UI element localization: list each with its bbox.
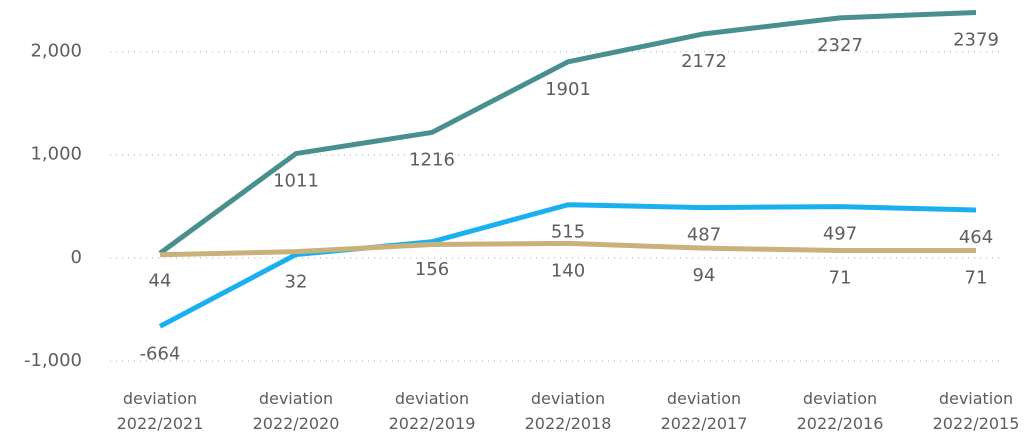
series-line <box>158 9 977 256</box>
data-label: 464 <box>959 227 993 248</box>
data-label: 515 <box>551 222 585 243</box>
series-line <box>159 240 976 258</box>
data-label: 1011 <box>273 171 319 192</box>
x-tick-label: deviation 2022/2019 <box>388 389 476 433</box>
x-tick-label: deviation 2022/2018 <box>524 389 612 433</box>
data-label: 2327 <box>817 35 863 56</box>
y-tick-label: -1,000 <box>24 350 82 371</box>
data-label: 44 <box>149 270 172 291</box>
x-tick-label: deviation 2022/2017 <box>660 389 748 433</box>
x-tick-label: deviation 2022/2021 <box>116 389 204 433</box>
data-label: 2172 <box>681 51 727 72</box>
data-label: 94 <box>693 265 716 286</box>
x-tick-label: deviation 2022/2015 <box>932 389 1020 433</box>
x-tick-label: deviation 2022/2020 <box>252 389 340 433</box>
data-label: -664 <box>140 343 181 364</box>
data-label: 71 <box>965 268 988 289</box>
y-tick-label: 2,000 <box>30 41 82 62</box>
data-label: 2379 <box>953 29 999 50</box>
data-label: 32 <box>285 272 308 293</box>
data-label: 1901 <box>545 79 591 100</box>
series-line <box>158 202 977 329</box>
data-label: 1216 <box>409 149 455 170</box>
y-tick-label: 0 <box>71 247 82 268</box>
data-label: 71 <box>829 268 852 289</box>
data-label: 140 <box>551 260 585 281</box>
data-label: 497 <box>823 224 857 245</box>
x-tick-label: deviation 2022/2016 <box>796 389 884 433</box>
y-tick-label: 1,000 <box>30 144 82 165</box>
data-label: 156 <box>415 259 449 280</box>
data-label: 487 <box>687 225 721 246</box>
